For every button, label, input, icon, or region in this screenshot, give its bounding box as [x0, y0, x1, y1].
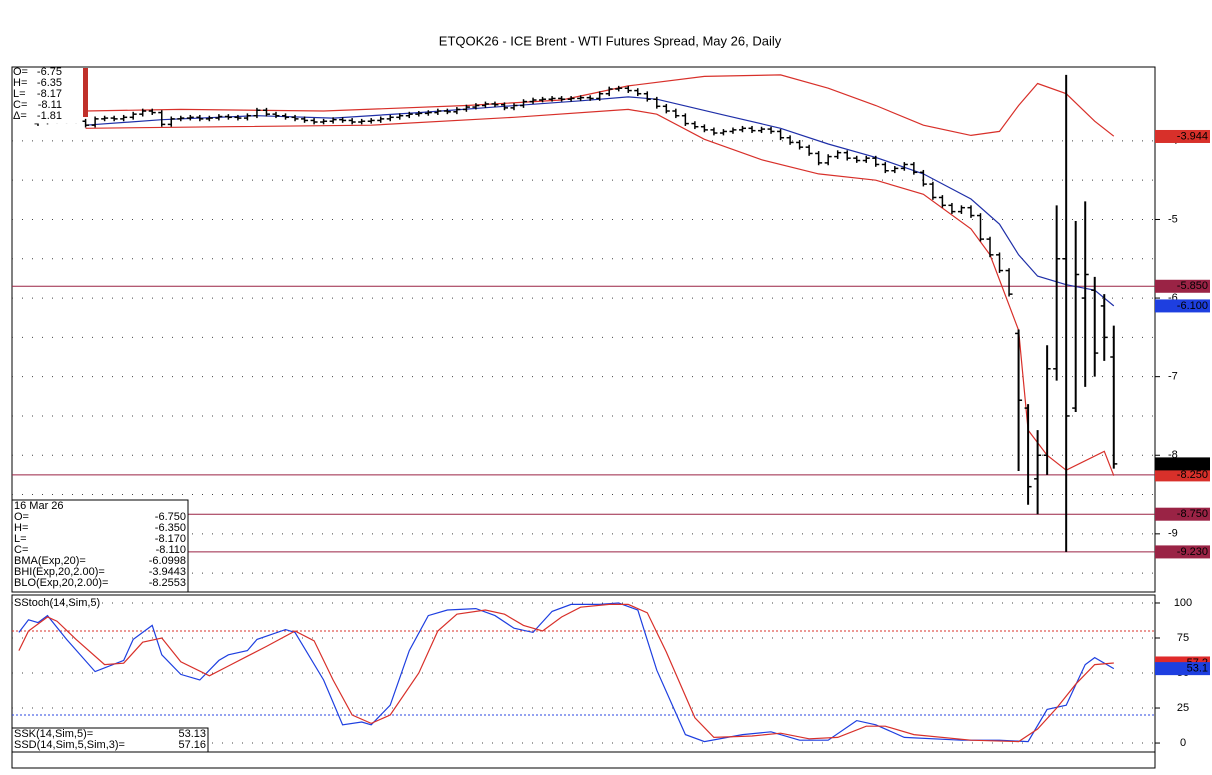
value-box-label: -8.110: [1178, 458, 1208, 470]
readout-value: -8.17: [37, 88, 62, 100]
value-box-label: 53.1: [1187, 663, 1208, 675]
info-value: -6.0998: [149, 555, 186, 567]
value-box: [1155, 279, 1210, 293]
y-tick-label: -9: [1168, 528, 1178, 540]
chart-title: ETQOK26 - ICE Brent - WTI Futures Spread…: [439, 33, 782, 48]
info-box: [11, 499, 189, 593]
date-axis-frame: [11, 751, 1156, 769]
info-date: 16 Mar 26: [14, 500, 64, 512]
value-box: [1155, 507, 1210, 521]
value-box: [1155, 468, 1210, 482]
value-box: [1155, 545, 1210, 559]
readout-value: -6.75: [37, 66, 62, 78]
value-box: [1155, 129, 1210, 143]
readout-label: SSD(14,Sim,5,Sim,3)=: [14, 739, 125, 751]
marks-layer: [12, 74, 1155, 743]
line-series: [85, 74, 1115, 137]
readout-box: [12, 67, 83, 124]
info-value: -8.2553: [149, 577, 186, 589]
readout-label: SSK(14,Sim,5)=: [14, 728, 93, 740]
info-label: BHI(Exp,20,2.00)=: [14, 566, 105, 578]
overlay-layer: -5.850 -8.250 -8.750 -9.230 -3.944 -6.100 -8.1…: [11, 66, 1210, 753]
info-value: -8.110: [156, 544, 186, 556]
info-label: O=: [14, 511, 29, 523]
readout-value: -6.35: [37, 77, 62, 89]
info-label: C=: [14, 544, 28, 556]
y-tick-label: -5: [1168, 213, 1178, 225]
stoch-readout-box: [11, 727, 209, 753]
value-box-label: -9.230: [1177, 546, 1208, 558]
readout-label: C=: [13, 99, 27, 111]
value-box-label: -6.100: [1177, 300, 1208, 312]
info-value: -6.350: [155, 522, 186, 534]
value-box-label: -3.944: [1177, 130, 1208, 142]
y-tick-label: 75: [1177, 632, 1189, 644]
readout-value: 53.13: [178, 728, 206, 740]
readout-value: -8.11: [38, 99, 62, 111]
info-label: H=: [14, 522, 28, 534]
readout-label: Δ=: [13, 110, 27, 122]
y-tick-label: 0: [1180, 737, 1186, 749]
value-box-label: -8.750: [1177, 508, 1208, 520]
line-series: [18, 603, 1114, 743]
info-label: BLO(Exp,20,2.00)=: [14, 577, 108, 589]
readout-label: O=: [13, 66, 28, 78]
y-tick-label: -7: [1168, 371, 1178, 383]
info-value: -8.170: [155, 533, 186, 545]
grid-layer: -4-5-6-7-8-90255075100: [12, 135, 1192, 749]
value-box-label: -5.850: [1177, 280, 1208, 292]
info-label: L=: [14, 533, 27, 545]
readout-bar: [83, 68, 88, 117]
line-series: [18, 602, 1115, 743]
value-box: [1155, 457, 1210, 471]
value-box: [1155, 299, 1210, 313]
readout-label: L=: [13, 88, 26, 100]
y-tick-label: 100: [1174, 597, 1192, 609]
info-value: -6.750: [155, 511, 186, 523]
readout-value: -1.81: [37, 110, 62, 122]
stoch-title: SStoch(14,Sim,5): [14, 597, 100, 609]
y-tick-label: 25: [1177, 702, 1189, 714]
readout-label: H=: [13, 77, 27, 89]
price-frame: [11, 66, 1156, 593]
info-value: -3.9443: [149, 566, 186, 578]
info-label: BMA(Exp,20)=: [14, 555, 86, 567]
readout-value: 57.16: [178, 739, 206, 751]
line-series: [85, 96, 1115, 307]
value-box: [1155, 662, 1210, 676]
value-box-label: -8.250: [1177, 469, 1208, 481]
y-tick-label: -6: [1168, 292, 1178, 304]
y-tick-label: -8: [1168, 449, 1178, 461]
line-series: [85, 108, 1115, 476]
